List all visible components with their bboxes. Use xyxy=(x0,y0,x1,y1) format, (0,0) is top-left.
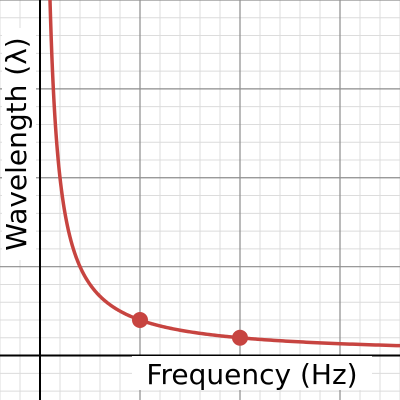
x-axis-label-background xyxy=(132,356,372,390)
data-point xyxy=(232,329,248,346)
data-point xyxy=(132,312,148,328)
curve-line xyxy=(48,0,400,348)
y-axis-label: Wavelength (λ) xyxy=(0,37,33,250)
curve-layer xyxy=(48,0,400,348)
y-axis-label-background xyxy=(2,28,36,260)
x-axis-label: Frequency (Hz) xyxy=(146,358,357,391)
points-layer xyxy=(132,312,248,346)
